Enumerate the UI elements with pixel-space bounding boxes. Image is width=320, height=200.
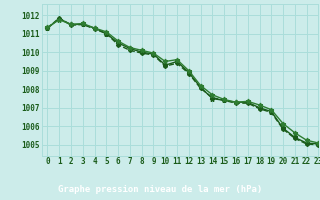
Text: Graphe pression niveau de la mer (hPa): Graphe pression niveau de la mer (hPa) <box>58 185 262 194</box>
